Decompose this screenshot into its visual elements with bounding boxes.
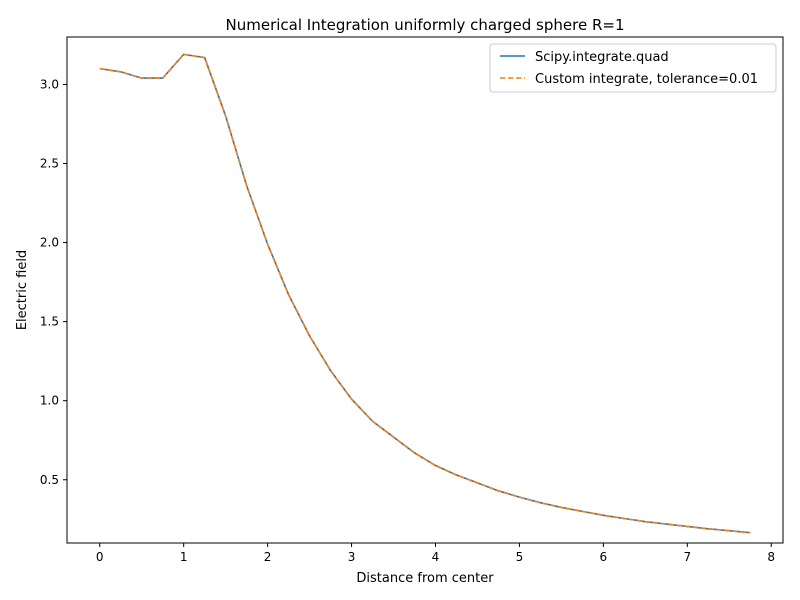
y-tick-label: 2.5 <box>40 157 59 171</box>
legend-box <box>489 43 777 93</box>
x-tick-label: 2 <box>264 550 272 564</box>
y-tick-label: 2.0 <box>40 236 59 250</box>
y-tick-label: 1.5 <box>40 315 59 329</box>
y-axis-ticks: 0.5 1.0 1.5 2.0 2.5 3.0 <box>40 77 67 487</box>
plot-frame <box>66 36 784 544</box>
x-tick-label: 5 <box>516 550 524 564</box>
x-tick-label: 1 <box>180 550 188 564</box>
x-tick-label: 0 <box>96 550 104 564</box>
y-axis-label: Electric field <box>15 250 30 330</box>
x-tick-label: 6 <box>600 550 608 564</box>
plot-area: 0 1 2 3 4 5 6 7 8 0.5 1.0 1.5 2.0 2.5 3.0 <box>40 36 784 564</box>
series-layer <box>99 53 751 534</box>
x-tick-label: 4 <box>432 550 440 564</box>
legend-label-scipy: Scipy.integrate.quad <box>535 50 669 65</box>
y-tick-label: 3.0 <box>40 77 59 91</box>
chart-title: Numerical Integration uniformly charged … <box>226 16 625 34</box>
x-axis-ticks: 0 1 2 3 4 5 6 7 8 <box>96 543 775 564</box>
y-tick-label: 1.0 <box>40 394 59 408</box>
legend: Scipy.integrate.quad Custom integrate, t… <box>489 43 777 93</box>
y-tick-label: 0.5 <box>40 473 59 487</box>
x-tick-label: 3 <box>348 550 356 564</box>
x-axis-label: Distance from center <box>356 571 494 586</box>
x-tick-label: 8 <box>767 550 775 564</box>
x-tick-label: 7 <box>683 550 691 564</box>
series-line-custom-integrate <box>99 53 751 534</box>
legend-label-custom: Custom integrate, tolerance=0.01 <box>535 72 758 87</box>
